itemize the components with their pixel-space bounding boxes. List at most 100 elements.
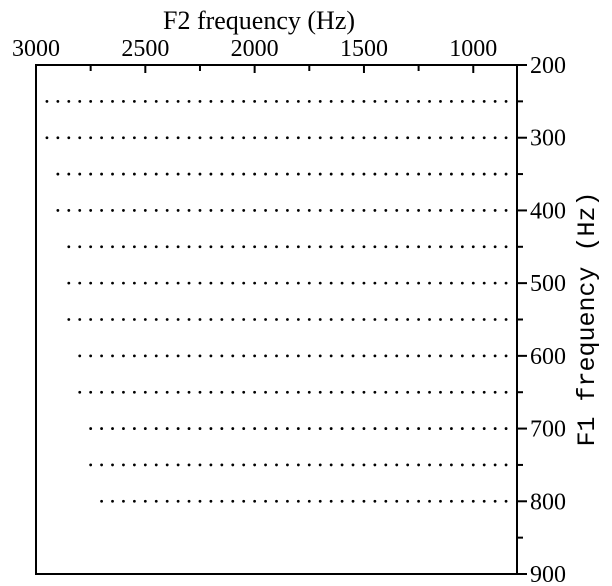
data-point bbox=[340, 99, 344, 103]
data-point bbox=[439, 209, 442, 212]
data-point bbox=[143, 499, 147, 503]
data-point bbox=[471, 427, 475, 430]
data-point bbox=[428, 354, 431, 358]
data-point bbox=[417, 390, 421, 394]
data-point bbox=[198, 390, 202, 394]
data-point bbox=[176, 281, 180, 285]
data-point bbox=[460, 99, 464, 103]
data-point bbox=[439, 354, 442, 358]
data-point bbox=[493, 354, 497, 358]
data-point bbox=[373, 390, 377, 394]
data-point bbox=[504, 354, 508, 358]
data-point bbox=[493, 136, 497, 140]
data-point bbox=[395, 172, 399, 176]
data-point bbox=[482, 318, 486, 321]
data-point bbox=[231, 172, 235, 176]
data-point bbox=[253, 390, 257, 394]
data-point bbox=[220, 390, 224, 394]
data-point bbox=[122, 427, 125, 430]
data-point bbox=[296, 99, 300, 103]
y-tick-label: 500 bbox=[530, 271, 566, 297]
data-point bbox=[198, 463, 202, 467]
data-point bbox=[351, 281, 355, 285]
data-point bbox=[395, 245, 399, 249]
data-point bbox=[132, 463, 136, 467]
data-point bbox=[198, 172, 202, 176]
data-point bbox=[482, 463, 486, 467]
data-point bbox=[275, 245, 278, 249]
data-point bbox=[198, 427, 202, 430]
data-point bbox=[439, 99, 442, 103]
data-point bbox=[111, 427, 114, 430]
data-point bbox=[307, 99, 311, 103]
data-point bbox=[253, 499, 257, 503]
data-point bbox=[318, 281, 322, 285]
data-point bbox=[439, 318, 442, 321]
data-point bbox=[318, 390, 322, 394]
data-point bbox=[242, 463, 246, 467]
data-point bbox=[132, 209, 136, 212]
data-point bbox=[209, 209, 213, 212]
data-point bbox=[406, 172, 410, 176]
data-point bbox=[132, 99, 136, 103]
data-point bbox=[45, 136, 49, 140]
data-point bbox=[417, 354, 421, 358]
x-tick-label: 1000 bbox=[449, 36, 497, 62]
data-point bbox=[296, 172, 300, 176]
data-point bbox=[471, 281, 475, 285]
data-point bbox=[111, 136, 114, 140]
data-point bbox=[493, 172, 497, 176]
data-point bbox=[132, 281, 136, 285]
y-tick-label: 900 bbox=[530, 562, 566, 586]
data-point bbox=[307, 463, 311, 467]
data-point bbox=[428, 427, 431, 430]
data-point bbox=[351, 136, 355, 140]
data-point bbox=[318, 318, 322, 321]
data-point bbox=[307, 354, 311, 358]
data-point bbox=[286, 172, 289, 176]
data-point bbox=[482, 427, 486, 430]
data-point bbox=[439, 172, 442, 176]
data-point bbox=[264, 427, 267, 430]
data-point bbox=[373, 136, 377, 140]
data-point bbox=[286, 318, 289, 321]
data-point bbox=[275, 463, 278, 467]
data-point bbox=[165, 499, 169, 503]
data-point bbox=[351, 99, 355, 103]
data-point bbox=[111, 172, 114, 176]
data-point bbox=[187, 245, 191, 249]
data-point bbox=[373, 354, 377, 358]
data-point bbox=[111, 354, 114, 358]
data-point bbox=[460, 281, 464, 285]
data-point bbox=[351, 499, 355, 503]
data-point bbox=[340, 463, 344, 467]
data-point bbox=[231, 499, 235, 503]
data-point bbox=[307, 136, 311, 140]
data-point bbox=[406, 99, 410, 103]
data-point bbox=[286, 499, 289, 503]
data-point bbox=[439, 281, 442, 285]
data-point bbox=[482, 99, 486, 103]
data-point bbox=[165, 318, 169, 321]
data-point bbox=[329, 499, 333, 503]
data-point bbox=[329, 99, 333, 103]
data-point bbox=[471, 99, 475, 103]
data-point bbox=[417, 172, 421, 176]
data-point bbox=[209, 172, 213, 176]
data-point bbox=[362, 136, 366, 140]
data-point bbox=[318, 427, 322, 430]
data-point bbox=[67, 172, 71, 176]
data-point bbox=[318, 209, 322, 212]
data-point bbox=[493, 318, 497, 321]
data-point bbox=[231, 209, 235, 212]
data-point bbox=[471, 499, 475, 503]
data-point bbox=[220, 318, 224, 321]
data-point bbox=[89, 390, 93, 394]
data-point bbox=[89, 463, 93, 467]
data-point bbox=[253, 172, 257, 176]
data-point bbox=[395, 136, 399, 140]
data-point bbox=[329, 172, 333, 176]
data-point bbox=[460, 245, 464, 249]
data-point bbox=[395, 318, 399, 321]
data-point bbox=[209, 281, 213, 285]
